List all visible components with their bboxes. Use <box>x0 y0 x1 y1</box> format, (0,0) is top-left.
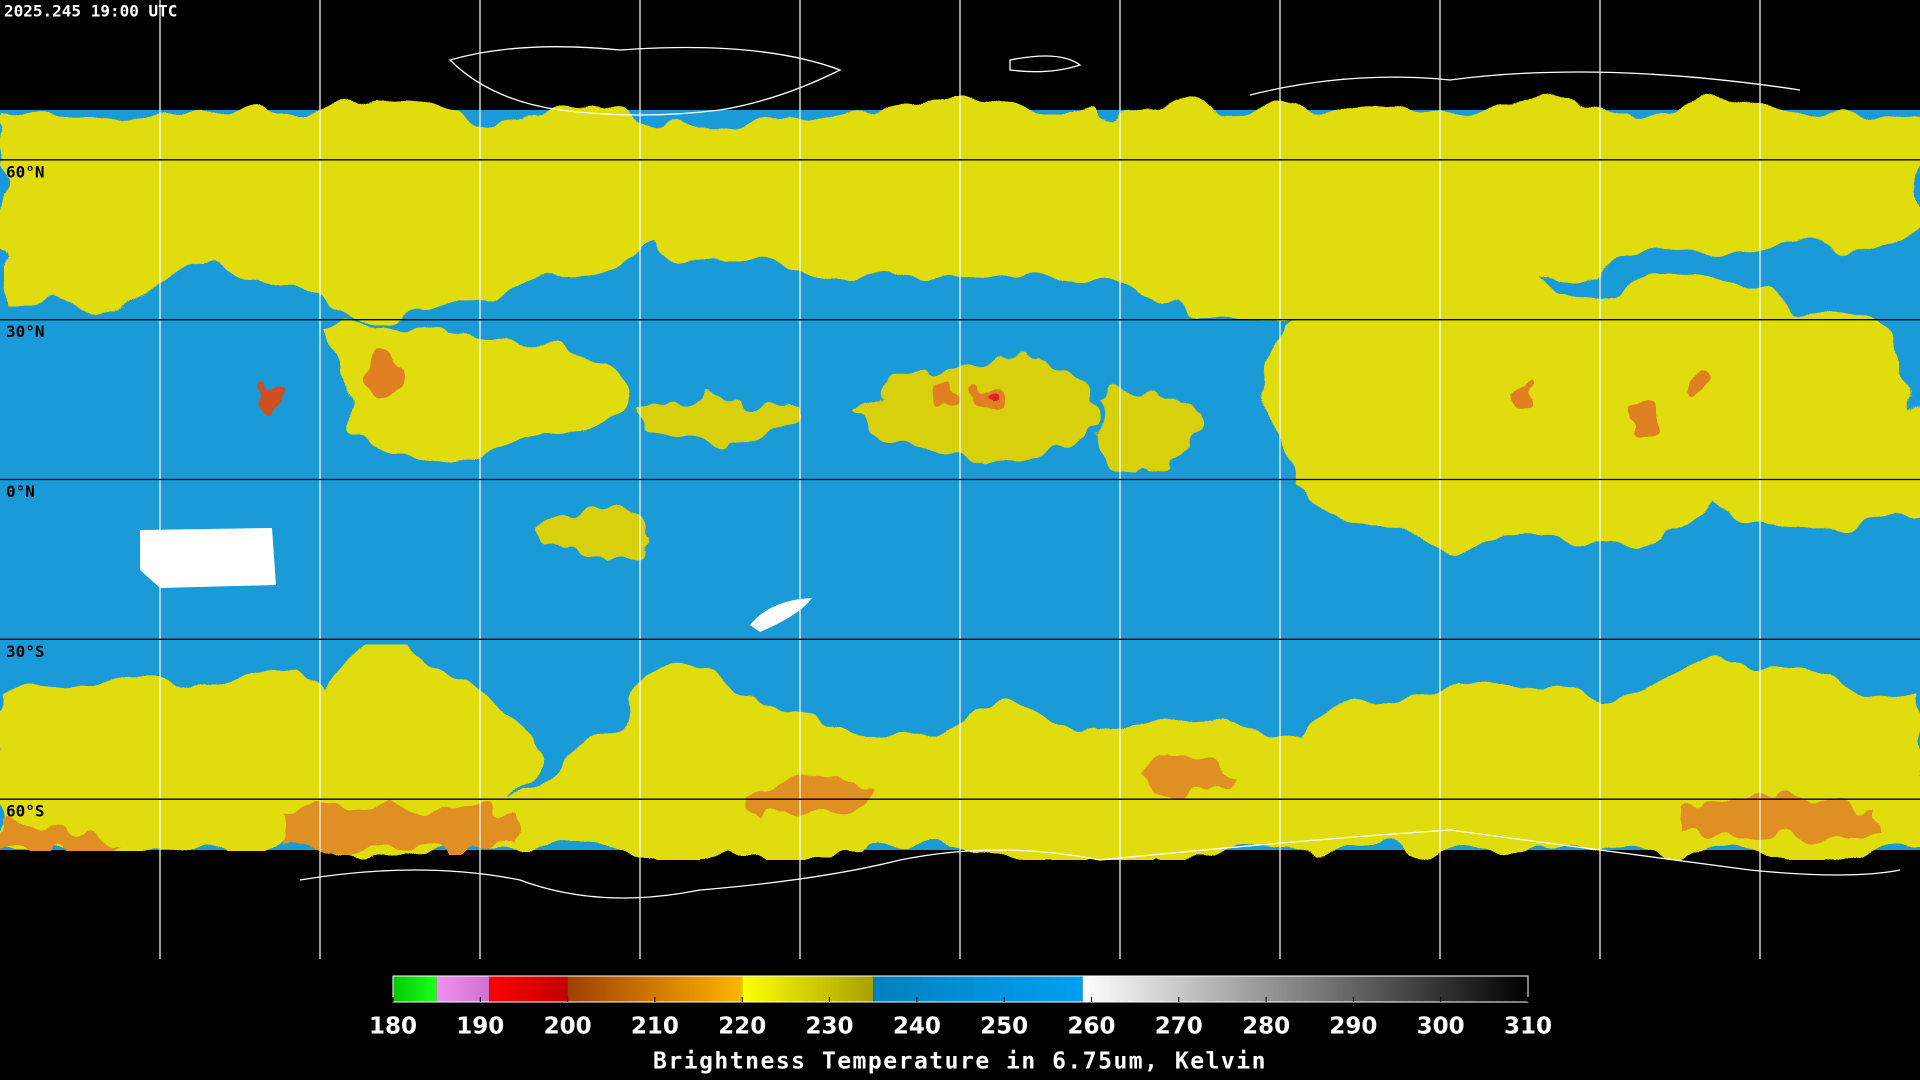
colorbar-tick-label: 310 <box>1504 1014 1552 1040</box>
timestamp: 2025.245 19:00 UTC <box>4 2 177 21</box>
colorbar-tick-label: 210 <box>631 1014 679 1040</box>
latitude-label: 30°N <box>6 322 45 341</box>
graticule: 60°N 30°N 0°N 30°S 60°S <box>0 0 1920 959</box>
latitude-label: 60°S <box>6 802 45 821</box>
colorbar-tick-label: 230 <box>806 1014 854 1040</box>
tropical-convection <box>260 358 1712 562</box>
colorbar-label: Brightness Temperature in 6.75um, Kelvin <box>653 1049 1267 1075</box>
colorbar-segment <box>873 976 1083 1002</box>
colorbar-tick-label: 260 <box>1067 1014 1115 1040</box>
colorbar-segment <box>489 976 568 1002</box>
latitude-label: 0°N <box>6 482 35 501</box>
latitude-label: 30°S <box>6 642 45 661</box>
colorbar-tick-label: 240 <box>893 1014 941 1040</box>
colorbar-segment <box>436 976 490 1002</box>
colorbar-segment <box>742 976 874 1002</box>
no-data-patch <box>750 598 812 632</box>
south-cold-tops <box>0 757 1880 850</box>
colorbar-tick-label: 300 <box>1417 1014 1465 1040</box>
latitude-label: 60°N <box>6 162 45 181</box>
colorbar-tick-label: 190 <box>456 1014 504 1040</box>
colorbar-tick-label: 290 <box>1329 1014 1377 1040</box>
colorbar-tick-label: 280 <box>1242 1014 1290 1040</box>
colorbar-segment <box>1082 976 1528 1002</box>
colorbar-tick-label: 270 <box>1155 1014 1203 1040</box>
colorbar-tick-label: 250 <box>980 1014 1028 1040</box>
colorbar-segment <box>393 976 437 1002</box>
colorbar: 180 190 200 210 220 230 240 250 260 270 280 290 300 3… <box>369 975 1552 1040</box>
colorbar-tick-label: 220 <box>718 1014 766 1040</box>
colorbar-tick-label: 200 <box>544 1014 592 1040</box>
colorbar-frame <box>392 975 1529 1003</box>
no-data-patch <box>140 528 276 588</box>
colorbar-tick-label: 180 <box>369 1014 417 1040</box>
data-gap <box>0 851 308 871</box>
